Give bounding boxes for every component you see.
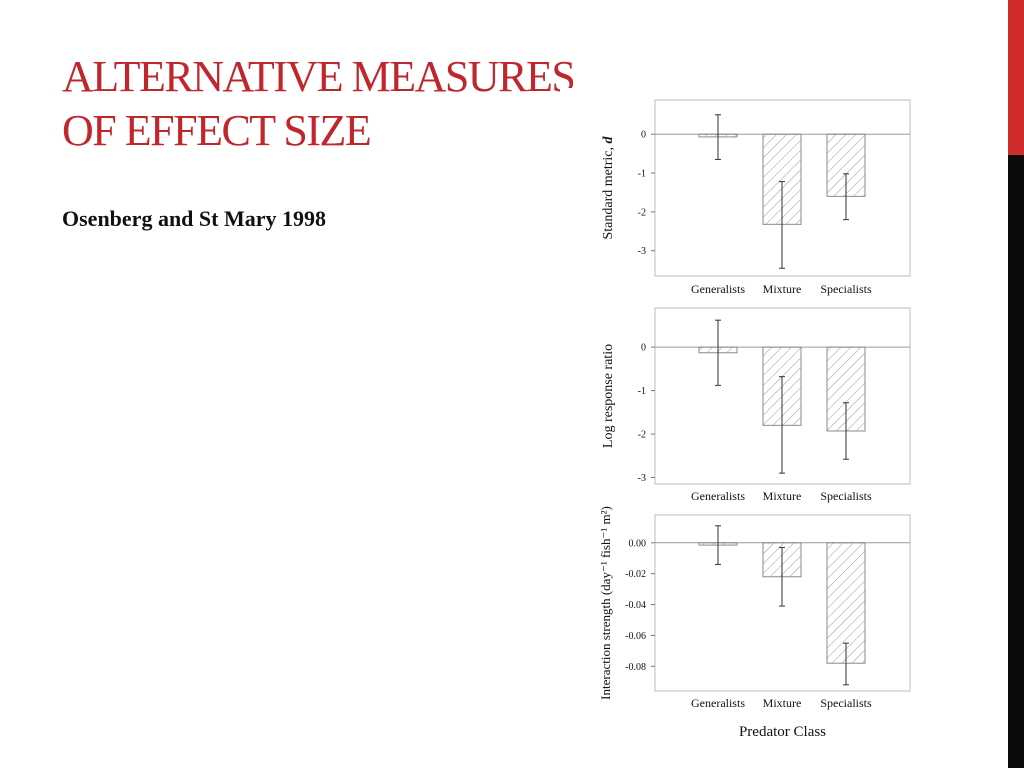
- slide-title-line2: OF EFFECT SIZE: [62, 106, 372, 155]
- slide-title-line1: ALTERNATIVE MEASURES: [62, 52, 576, 101]
- y-tick-label: 0.00: [629, 538, 647, 549]
- y-tick-label: 0: [641, 343, 646, 354]
- accent-bar-black: [1008, 155, 1024, 768]
- plot-frame: [654, 514, 911, 692]
- x-category-label: Generalists: [691, 282, 745, 296]
- y-tick-label: -1: [638, 386, 646, 397]
- x-category-label: Mixture: [763, 282, 802, 296]
- x-category-label: Mixture: [763, 696, 802, 710]
- chart-panel-3: 0.00 -0.02 -0.04 -0.06 -0.08 Generalists Mixtu…: [598, 506, 911, 740]
- y-tick-label: 0: [641, 130, 646, 141]
- y-tick-label: -3: [638, 246, 646, 257]
- chart-panel-1: 0 -1 -2 -3 Generalists Mixture Specialists Stan…: [601, 99, 911, 296]
- x-axis-title: Predator Class: [739, 724, 826, 740]
- plot-frame: [654, 99, 911, 277]
- y-tick-label: -0.02: [625, 569, 646, 580]
- y-tick-label: -3: [638, 473, 646, 484]
- accent-bar-red: [1008, 0, 1024, 155]
- y-tick-label: -2: [638, 207, 646, 218]
- chart-panel-2: 0 -1 -2 -3 Generalists Mixture Specialists Log …: [601, 307, 911, 503]
- y-axis-title: Standard metric, d: [601, 135, 616, 239]
- x-category-label: Specialists: [820, 489, 872, 503]
- y-tick-label: -1: [638, 169, 646, 180]
- y-axis-title: Log response ratio: [601, 344, 616, 448]
- effect-size-figure: 0 -1 -2 -3 Generalists Mixture Specialists Stan…: [598, 99, 911, 740]
- y-tick-label: -2: [638, 430, 646, 441]
- slide-subtitle: Osenberg and St Mary 1998: [62, 206, 326, 231]
- y-tick-label: -0.04: [625, 600, 646, 611]
- x-category-label: Generalists: [691, 489, 745, 503]
- y-tick-label: -0.06: [625, 631, 646, 642]
- x-category-label: Specialists: [820, 696, 872, 710]
- x-category-label: Specialists: [820, 282, 872, 296]
- plot-frame: [654, 307, 911, 485]
- y-tick-label: -0.08: [625, 662, 646, 673]
- x-category-label: Mixture: [763, 489, 802, 503]
- figure-overlap-mask: [560, 88, 690, 102]
- slide-title: ALTERNATIVE MEASURES OF EFFECT SIZE: [62, 50, 702, 158]
- x-category-label: Generalists: [691, 696, 745, 710]
- y-axis-title: Interaction strength (day⁻¹ fish⁻¹ m²): [598, 506, 613, 700]
